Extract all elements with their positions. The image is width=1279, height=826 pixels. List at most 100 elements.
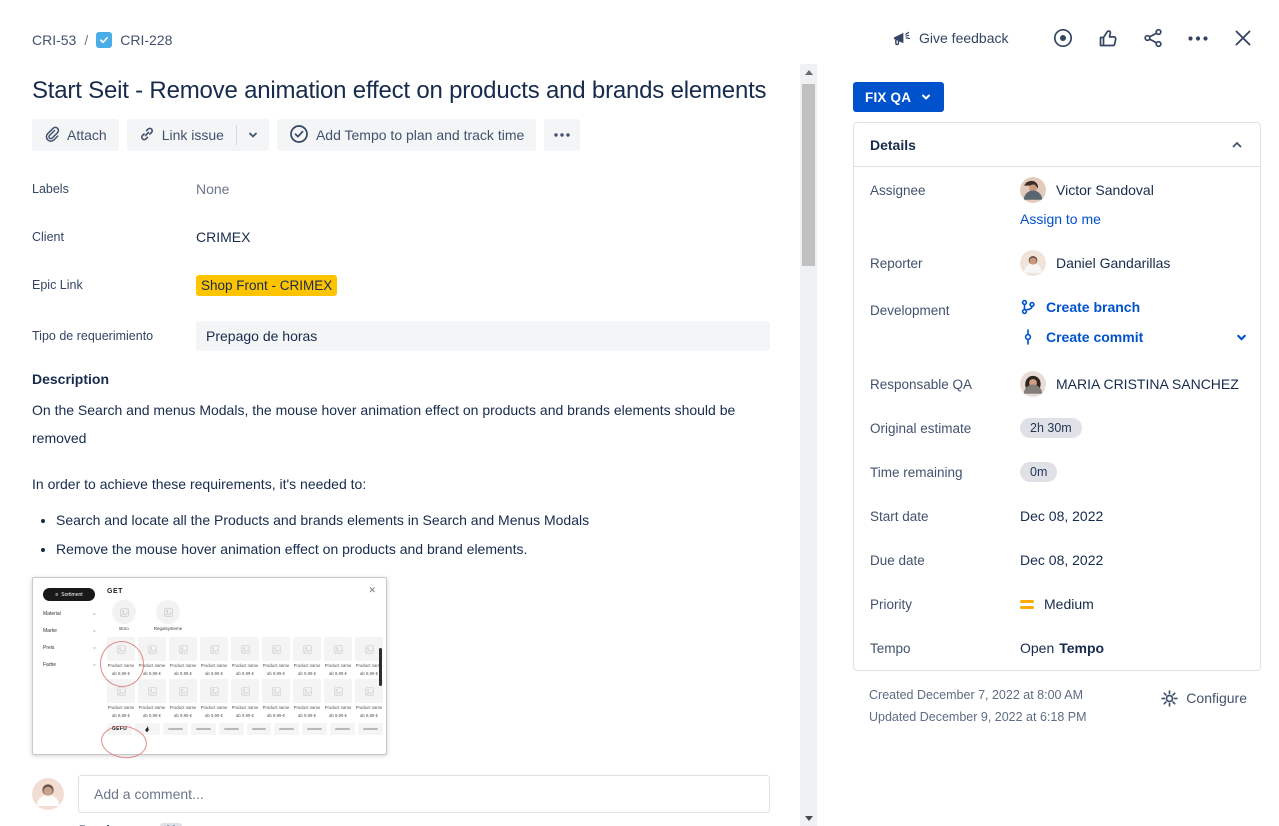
labels-value[interactable]: None	[196, 181, 230, 197]
details-panel-header[interactable]: Details	[854, 123, 1260, 167]
field-label: Original estimate	[870, 420, 972, 436]
image-placeholder-icon	[302, 644, 312, 654]
watch-button[interactable]	[1051, 26, 1075, 50]
details-row-original-estimate: Original estimate 2h 30m	[854, 406, 1260, 450]
mock-category: Büro	[107, 600, 141, 631]
paperclip-icon	[44, 126, 60, 145]
brand-chip	[218, 723, 244, 735]
image-placeholder-icon	[333, 686, 343, 696]
more-actions-button[interactable]	[544, 119, 581, 151]
product-card: Product name ab 9,99 €	[324, 637, 352, 676]
breadcrumb-current-link[interactable]: CRI-228	[120, 32, 173, 48]
add-tempo-button[interactable]: Add Tempo to plan and track time	[276, 119, 537, 151]
gear-icon	[1161, 689, 1179, 707]
assignee-value[interactable]: Victor Sandoval	[1020, 177, 1154, 203]
give-feedback-button[interactable]: Give feedback	[892, 30, 1009, 47]
field-row-tipo: Tipo de requerimiento	[32, 321, 770, 351]
details-row-tempo: Tempo Open Tempo	[854, 626, 1260, 670]
issue-toolbar: Attach Link issue Add Tempo to p	[32, 119, 770, 151]
description-paragraph[interactable]: In order to achieve these requirements, …	[32, 476, 367, 492]
more-options-button[interactable]	[1186, 26, 1210, 50]
image-placeholder-icon	[119, 607, 129, 617]
breadcrumb-parent-link[interactable]: CRI-53	[32, 32, 77, 48]
epic-link-badge[interactable]: Shop Front - CRIMEX	[196, 274, 338, 296]
priority-value[interactable]: Medium	[1020, 596, 1094, 612]
link-issue-button[interactable]: Link issue	[127, 119, 236, 151]
link-issue-label: Link issue	[161, 127, 224, 143]
mock-close-icon: ✕	[368, 585, 376, 595]
details-panel: Details Assignee Victor Sandoval Assign …	[853, 122, 1261, 671]
details-row-time-remaining: Time remaining 0m	[854, 450, 1260, 494]
brand-chip	[246, 723, 272, 735]
configure-button[interactable]: Configure	[1161, 686, 1247, 710]
thumbs-up-icon	[1099, 30, 1117, 47]
mock-menu-pill: ≡ Sortiment	[43, 588, 95, 601]
field-label: Tipo de requerimiento	[32, 329, 154, 343]
description-heading: Description	[32, 371, 110, 387]
brand-chip	[190, 723, 216, 735]
image-placeholder-icon	[271, 644, 281, 654]
tempo-prefix: Open	[1020, 640, 1055, 656]
mock-main-area: GET Büro Regalsysteme	[107, 588, 384, 735]
comment-input[interactable]	[78, 775, 770, 813]
share-button[interactable]	[1141, 26, 1165, 50]
image-placeholder-icon	[116, 686, 126, 696]
mock-menu-label: Sortiment	[61, 591, 83, 598]
pro-tip-text: press	[126, 823, 155, 826]
brand-chip-apple	[134, 723, 160, 735]
open-tempo-link[interactable]: Open Tempo	[1020, 640, 1104, 656]
split-divider	[235, 125, 237, 145]
attach-label: Attach	[67, 127, 107, 143]
attachment-image-preview[interactable]: ✕ ≡ Sortiment Material ⌄ Marke ⌄ Preis ⌄ Fa…	[32, 577, 387, 762]
due-date-value[interactable]: Dec 08, 2022	[1020, 552, 1104, 568]
assign-to-me-link[interactable]: Assign to me	[1020, 211, 1101, 227]
create-branch-link[interactable]: Create branch	[1020, 299, 1248, 315]
status-dropdown-button[interactable]: FIX QA	[853, 82, 945, 112]
description-paragraph[interactable]: On the Search and menus Modals, the mous…	[32, 402, 736, 446]
add-tempo-label: Add Tempo to plan and track time	[315, 127, 525, 143]
image-placeholder-icon	[209, 644, 219, 654]
brand-logo-row: GEFU	[107, 723, 384, 735]
image-placeholder-icon	[240, 644, 250, 654]
close-button[interactable]	[1231, 26, 1255, 50]
pro-tip-text: to comment	[187, 823, 250, 826]
link-issue-dropdown-button[interactable]	[237, 119, 269, 151]
assignee-name: Victor Sandoval	[1056, 182, 1154, 198]
scroll-down-arrow[interactable]	[800, 810, 817, 826]
breadcrumb-separator: /	[84, 32, 89, 48]
mock-filter: Preis ⌄	[43, 644, 97, 651]
brand-chip-gefu: GEFU	[107, 723, 132, 735]
details-row-start-date: Start date Dec 08, 2022	[854, 494, 1260, 538]
image-placeholder-icon	[302, 686, 312, 696]
field-row-labels: Labels None	[32, 177, 770, 201]
chevron-down-icon	[922, 94, 931, 100]
scrollbar-thumb[interactable]	[802, 84, 815, 266]
responsable-qa-value[interactable]: MARIA CRISTINA SANCHEZ	[1020, 371, 1239, 397]
like-button[interactable]	[1096, 26, 1120, 50]
original-estimate-badge[interactable]: 2h 30m	[1020, 418, 1082, 438]
mock-sidebar: ≡ Sortiment Material ⌄ Marke ⌄ Preis ⌄ Farb…	[43, 588, 99, 669]
field-label: Assignee	[870, 183, 926, 198]
comment-pro-tip: Pro tip: press M to comment	[79, 823, 770, 826]
time-remaining-badge[interactable]: 0m	[1020, 462, 1058, 482]
vertical-scrollbar[interactable]	[800, 64, 817, 826]
create-commit-link[interactable]: Create commit	[1020, 329, 1143, 345]
image-placeholder-icon	[147, 644, 157, 654]
mock-category: Regalsysteme	[151, 600, 185, 631]
attach-button[interactable]: Attach	[32, 119, 119, 151]
start-date-value[interactable]: Dec 08, 2022	[1020, 508, 1104, 524]
client-value[interactable]: CRIMEX	[196, 229, 251, 245]
field-label: Responsable QA	[870, 376, 973, 392]
product-card: Product name ab 9,99 €	[355, 679, 383, 718]
field-label: Tempo	[870, 640, 911, 656]
breadcrumb: CRI-53 / CRI-228	[32, 32, 770, 48]
image-placeholder-icon	[364, 686, 374, 696]
tipo-requerimiento-input[interactable]	[196, 321, 770, 351]
chevron-up-icon	[1232, 141, 1242, 147]
product-card: Product name ab 9,99 €	[355, 637, 383, 676]
header-actions: Give feedback	[892, 26, 1255, 50]
qa-avatar	[1020, 371, 1046, 397]
reporter-value[interactable]: Daniel Gandarillas	[1020, 250, 1170, 276]
scroll-up-arrow[interactable]	[800, 64, 817, 80]
issue-title[interactable]: Start Seit - Remove animation effect on …	[32, 77, 767, 104]
